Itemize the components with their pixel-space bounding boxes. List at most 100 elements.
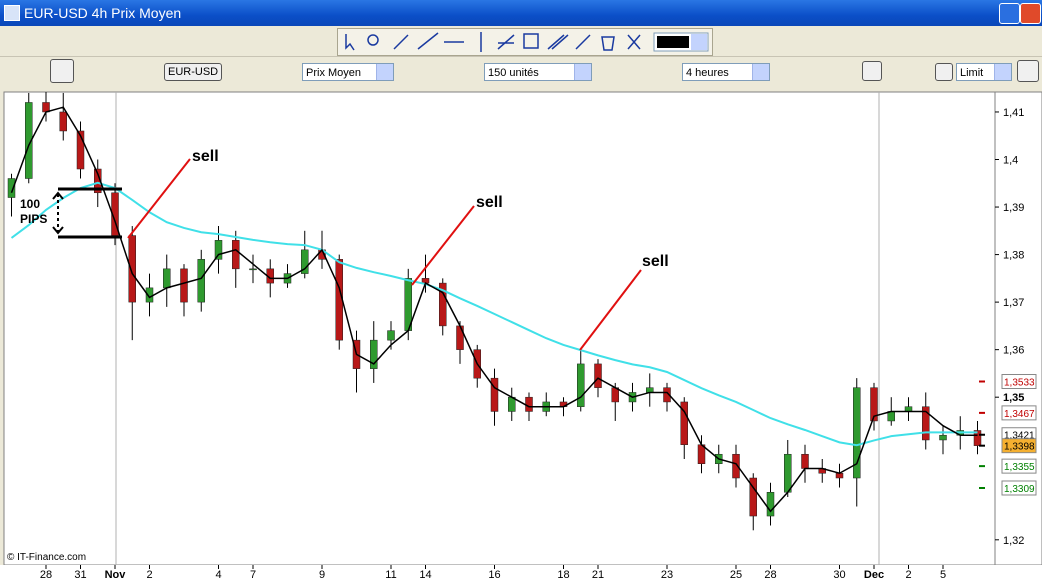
price-tag-box [1001,374,1037,390]
period: 4 heures [686,67,729,79]
window-title: EUR-USD 4h Prix Moyen [24,5,182,21]
moving-average [10,106,978,513]
x-tick-label: 21 [592,569,604,580]
chart: sell sell sell 100 PIPS © IT-Finance.com… [0,91,1042,580]
period-select[interactable]: 4 heures [682,63,770,81]
text-tool[interactable] [523,33,539,49]
candle-body [784,453,792,493]
annotation: sell [476,194,503,211]
plot [7,92,982,531]
x-tick-label: 18 [557,569,569,580]
candle-body [732,453,740,479]
x-tick-label: 4 [215,569,221,580]
arrow-tool[interactable] [575,34,591,50]
y-tick-label: 1,4 [1003,155,1018,167]
line-tool[interactable] [393,34,409,50]
pointer-tool[interactable] [345,34,355,51]
x-tick-label: 11 [385,569,396,580]
sell-arrow [411,205,475,286]
order-button[interactable] [1017,60,1039,82]
app-icon [4,5,20,21]
x-tick-label: 28 [764,569,776,580]
annotation: sell [192,148,219,165]
candle-body [922,406,930,441]
symbol-button[interactable]: EUR-USD [164,63,223,81]
price-mode-select[interactable]: Prix Moyen [302,63,394,81]
candle-body [214,240,223,260]
candle-body [370,339,378,369]
candle-body [232,240,240,270]
delete-tool[interactable] [601,36,615,51]
price-tag-label: 1,3533 [1004,378,1035,389]
candle-body [456,325,464,350]
channel-tool[interactable] [547,34,569,50]
close-button[interactable] [1020,3,1041,24]
time-axis [0,565,1042,580]
x-tick-label: 5 [940,569,946,580]
y-tick-label: 1,38 [1003,250,1024,262]
candle-body [766,492,775,517]
price-tag-box [1001,438,1037,454]
zoom-tool[interactable] [367,34,379,46]
annotations: sell sell sell 100 PIPS [20,148,669,351]
candle-body [301,249,309,274]
candle-body [128,235,136,303]
units-select[interactable]: 150 unités [484,63,592,81]
indicator-button[interactable] [50,59,74,83]
tools-button[interactable] [935,63,953,81]
y-tick-label: 1,39 [1003,202,1024,214]
price-tag-label: 1,3421 [1004,431,1035,442]
tool-icons [345,32,709,52]
price-tag-box [1001,480,1037,496]
annotation: sell [642,253,669,270]
candle-body [663,387,671,403]
y-tick-label: 1,35 [1003,392,1024,404]
candle-body [163,268,171,289]
maximize-button[interactable] [999,3,1020,24]
title-bar: EUR-USD 4h Prix Moyen [0,0,1042,26]
y-tick-label: 1,41 [1003,107,1024,119]
settings-tool[interactable] [627,34,641,50]
annotation: 100 [20,197,40,211]
x-tick-label: 28 [40,569,52,580]
order-type-select[interactable]: Limit [956,63,1012,81]
candle-body [59,111,67,132]
candle-body [973,430,982,446]
candle-body [939,434,947,441]
candle-body [525,396,533,412]
trend-tool[interactable] [417,32,439,50]
settings-toolbar: EUR-USD Prix Moyen 150 unités 4 heures L… [0,57,1042,88]
candle-body [577,363,585,407]
x-tick-label: 2 [146,569,152,580]
x-tick-label: 25 [730,569,742,580]
fibo-tool[interactable] [497,34,515,50]
x-tick-label: 30 [833,569,845,580]
price-tag-label: 1,3398 [1004,442,1035,453]
color-swatch [657,36,689,48]
candle-body [387,330,395,341]
y-tick-label: 1,37 [1003,297,1024,309]
x-tick-label: 31 [74,569,86,580]
x-tick-label: 14 [419,569,431,580]
pips-arrowheads [52,191,64,235]
plot-area [3,91,996,566]
sell-arrow [579,269,642,351]
candle-body [853,387,861,479]
price-tag-label: 1,3309 [1004,484,1035,495]
drawing-toolbar [0,26,1042,57]
copyright: © IT-Finance.com [7,552,86,563]
order-type: Limit [960,67,984,79]
candle-body [197,259,205,303]
candle-body [749,477,757,517]
price-mode: Prix Moyen [306,67,362,79]
candle-body [439,282,447,327]
x-tick-label: 16 [488,569,500,580]
candle-body [94,168,102,194]
x-tick-label: 9 [319,569,325,580]
dropdown-arrow[interactable] [691,34,707,50]
candle-body [76,130,85,170]
x-tick-label: 23 [661,569,673,580]
candle-body [7,178,16,198]
chart-type-button[interactable] [862,61,882,81]
